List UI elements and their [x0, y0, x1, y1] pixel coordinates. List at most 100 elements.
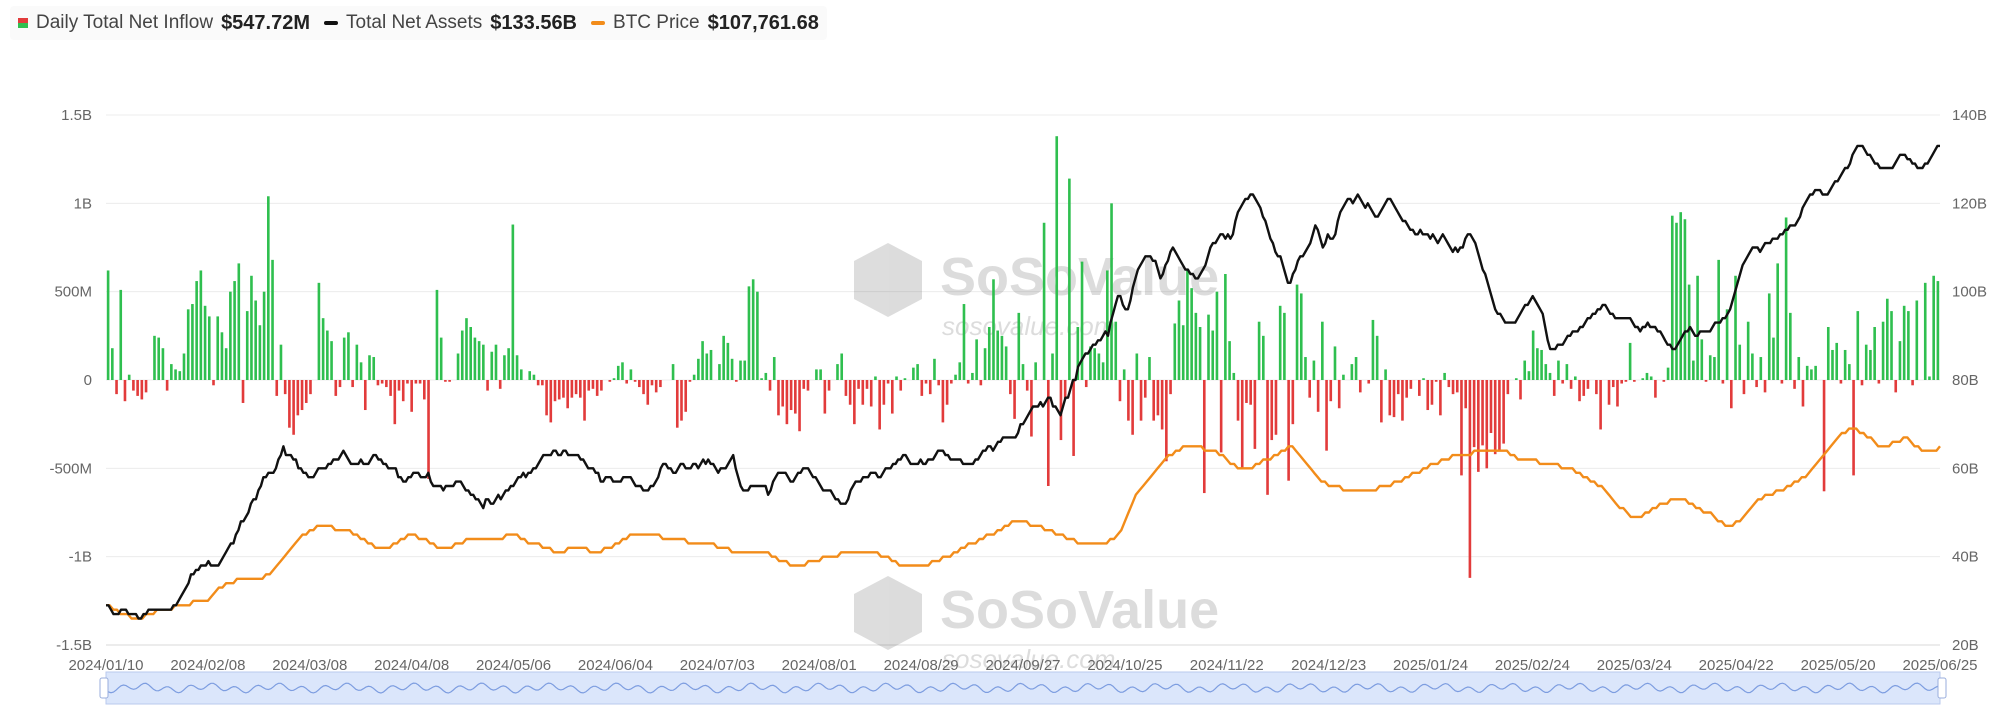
inflow-bar[interactable] [764, 372, 768, 380]
inflow-bar[interactable] [1552, 380, 1556, 396]
inflow-bar[interactable] [848, 380, 852, 405]
inflow-bar[interactable] [633, 380, 637, 382]
inflow-bar[interactable] [1321, 321, 1324, 380]
inflow-bar[interactable] [1080, 261, 1084, 380]
inflow-bar[interactable] [1278, 305, 1282, 380]
inflow-bar[interactable] [1152, 380, 1156, 421]
inflow-bar[interactable] [1274, 380, 1278, 435]
inflow-bar[interactable] [1822, 380, 1826, 492]
inflow-bar[interactable] [553, 380, 557, 402]
inflow-bar[interactable] [545, 380, 548, 416]
inflow-bar[interactable] [1662, 380, 1666, 382]
inflow-bar[interactable] [836, 364, 839, 380]
inflow-bar[interactable] [456, 353, 460, 381]
inflow-bar[interactable] [418, 380, 422, 384]
inflow-bar[interactable] [528, 371, 532, 380]
inflow-bar[interactable] [1586, 380, 1590, 389]
inflow-bar[interactable] [444, 380, 447, 382]
inflow-bar[interactable] [629, 369, 633, 380]
inflow-bar[interactable] [186, 309, 190, 380]
inflow-bar[interactable] [1595, 380, 1598, 395]
total-net-assets-line[interactable] [106, 144, 1940, 620]
inflow-bar[interactable] [684, 380, 688, 412]
zoom-slider[interactable] [105, 671, 1941, 705]
inflow-bar[interactable] [739, 360, 742, 380]
inflow-bar[interactable] [1936, 281, 1940, 380]
inflow-bar[interactable] [1316, 380, 1320, 412]
inflow-bar[interactable] [414, 380, 418, 384]
inflow-bar[interactable] [245, 311, 249, 380]
inflow-bar[interactable] [1257, 321, 1261, 380]
inflow-bar[interactable] [827, 380, 831, 391]
inflow-bar[interactable] [1721, 380, 1725, 384]
inflow-bar[interactable] [954, 374, 957, 380]
inflow-bar[interactable] [170, 364, 173, 380]
inflow-bar[interactable] [427, 380, 430, 479]
inflow-bar[interactable] [1072, 380, 1075, 456]
inflow-bar[interactable] [1342, 374, 1345, 380]
inflow-bar[interactable] [878, 380, 881, 430]
inflow-bar[interactable] [1194, 312, 1198, 380]
inflow-bar[interactable] [503, 355, 506, 380]
inflow-bar[interactable] [1409, 380, 1413, 389]
inflow-bar[interactable] [1009, 380, 1012, 395]
inflow-bar[interactable] [983, 348, 987, 380]
inflow-bar[interactable] [119, 289, 123, 380]
inflow-bar[interactable] [515, 355, 519, 380]
inflow-bar[interactable] [1666, 367, 1670, 380]
inflow-bar[interactable] [1283, 312, 1286, 380]
inflow-bar[interactable] [482, 344, 485, 380]
inflow-bar[interactable] [1367, 380, 1371, 384]
inflow-bar[interactable] [195, 281, 198, 380]
inflow-bar[interactable] [574, 380, 578, 395]
inflow-bar[interactable] [1464, 380, 1467, 409]
inflow-bar[interactable] [439, 337, 443, 380]
inflow-bar[interactable] [857, 380, 860, 389]
inflow-bar[interactable] [288, 380, 291, 428]
inflow-bar[interactable] [701, 341, 704, 380]
inflow-bar[interactable] [912, 367, 915, 380]
inflow-bar[interactable] [1143, 380, 1147, 398]
inflow-bar[interactable] [401, 380, 405, 402]
inflow-bar[interactable] [1190, 288, 1193, 380]
inflow-bar[interactable] [570, 380, 574, 398]
inflow-bar[interactable] [1472, 380, 1476, 448]
inflow-bar[interactable] [115, 380, 118, 395]
inflow-bar[interactable] [751, 279, 755, 380]
inflow-bar[interactable] [460, 330, 464, 380]
inflow-bar[interactable] [861, 380, 865, 405]
inflow-bar[interactable] [511, 224, 515, 380]
inflow-bar[interactable] [351, 380, 354, 388]
inflow-bar[interactable] [1084, 380, 1088, 388]
inflow-bar[interactable] [916, 364, 919, 380]
inflow-bar[interactable] [642, 380, 645, 395]
inflow-bar[interactable] [756, 291, 759, 380]
inflow-bar[interactable] [1388, 380, 1392, 416]
inflow-bar[interactable] [182, 353, 186, 381]
inflow-bar[interactable] [886, 380, 890, 384]
inflow-bar[interactable] [494, 344, 498, 380]
inflow-bar[interactable] [1034, 362, 1037, 380]
inflow-bar[interactable] [1885, 298, 1889, 380]
inflow-bar[interactable] [1561, 380, 1564, 384]
inflow-bar[interactable] [216, 316, 220, 380]
inflow-bar[interactable] [355, 344, 359, 380]
inflow-bar[interactable] [1506, 380, 1510, 395]
inflow-bar[interactable] [966, 380, 970, 384]
inflow-bar[interactable] [237, 263, 241, 380]
inflow-bar[interactable] [777, 380, 780, 416]
inflow-bar[interactable] [267, 196, 270, 380]
inflow-bar[interactable] [1624, 380, 1628, 382]
inflow-bar[interactable] [207, 316, 211, 380]
inflow-bar[interactable] [616, 365, 620, 380]
inflow-bar[interactable] [1599, 380, 1602, 430]
inflow-bar[interactable] [254, 300, 257, 381]
inflow-bar[interactable] [1177, 300, 1181, 381]
inflow-bar[interactable] [1253, 380, 1257, 449]
inflow-bar[interactable] [1531, 330, 1535, 380]
inflow-bar[interactable] [895, 376, 898, 380]
inflow-bar[interactable] [924, 380, 928, 384]
inflow-bar[interactable] [1620, 380, 1623, 384]
inflow-bar[interactable] [1628, 342, 1632, 380]
inflow-bar[interactable] [1127, 380, 1130, 421]
